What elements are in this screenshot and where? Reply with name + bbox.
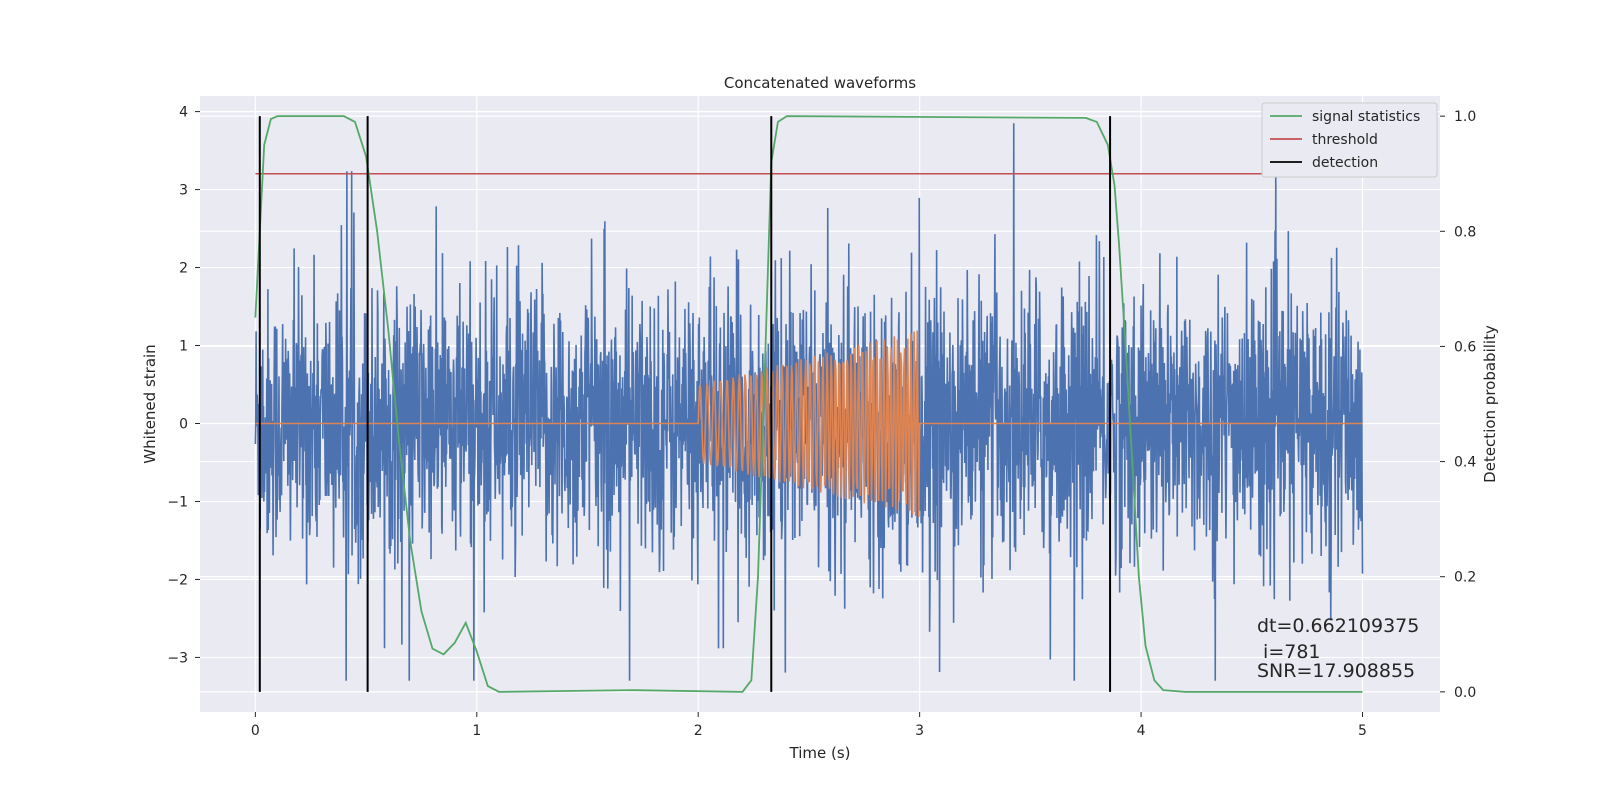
x-tick-label: 4: [1137, 723, 1146, 739]
chart-title: Concatenated waveforms: [724, 74, 916, 92]
annotations: dt=0.662109375 i=781 SNR=17.908855: [1257, 615, 1419, 682]
signal-statistics-line: [254, 115, 1363, 693]
x-tick-label: 5: [1358, 723, 1367, 739]
legend-label-threshold: threshold: [1312, 132, 1378, 148]
y-left-tick-label: 3: [179, 183, 188, 199]
legend-label-detection: detection: [1312, 155, 1378, 171]
y-left-tick-label: −3: [167, 650, 188, 666]
y-left-tick-label: 0: [179, 416, 188, 432]
y-left-tick-label: 2: [179, 261, 188, 277]
x-tick-label: 3: [915, 723, 924, 739]
y-right-tick-label: 0.0: [1454, 685, 1476, 701]
legend-label-signal-statistics: signal statistics: [1312, 109, 1420, 125]
x-tick-label: 1: [472, 723, 481, 739]
y-right-tick-label: 0.8: [1454, 224, 1476, 240]
y-right-tick-label: 0.6: [1454, 339, 1476, 355]
y-left-tick-label: 1: [179, 339, 188, 355]
y-left-tick-label: −2: [167, 572, 188, 588]
y-right-tick-label: 0.2: [1454, 570, 1476, 586]
waveform-line: [255, 330, 1363, 517]
x-axis-label: Time (s): [789, 744, 851, 762]
x-tick-label: 2: [694, 723, 703, 739]
overlay-series: [254, 115, 1385, 693]
annotation-snr: SNR=17.908855: [1257, 660, 1415, 682]
strain-series: [254, 123, 1364, 681]
ticks: 0 1 2 3 4 5 −3 −2 −1 0 1 2 3 4 0.0 0.2 0.4 0.6 0.8 1.0: [167, 105, 1476, 739]
x-tick-label: 0: [251, 723, 260, 739]
y-axis-label-left: Whitened strain: [141, 344, 159, 463]
y-right-tick-label: 1.0: [1454, 109, 1476, 125]
y-left-tick-label: 4: [179, 105, 188, 121]
legend: signal statistics threshold detection: [1261, 102, 1438, 178]
y-axis-label-right: Detection probability: [1481, 325, 1499, 483]
annotation-dt: dt=0.662109375: [1257, 615, 1419, 637]
annotation-i: i=781: [1257, 641, 1321, 663]
legend-box: [1261, 102, 1438, 178]
y-right-tick-label: 0.4: [1454, 455, 1476, 471]
y-left-tick-label: −1: [167, 494, 188, 510]
